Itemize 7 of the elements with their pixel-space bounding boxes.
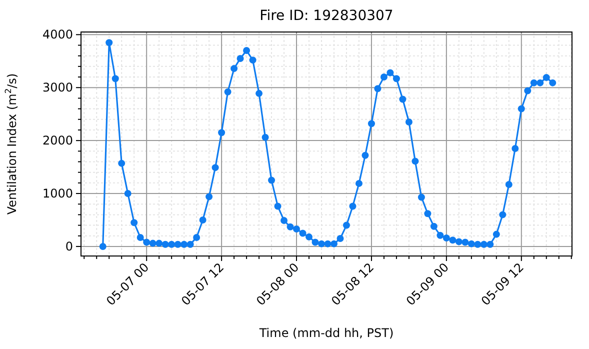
x-axis-title: Time (mm-dd hh, PST) (258, 326, 394, 340)
y-tick-label: 2000 (42, 134, 73, 148)
y-tick-label: 4000 (42, 28, 73, 42)
y-tick-label: 0 (65, 239, 73, 254)
y-tick-label: 3000 (42, 80, 73, 95)
y-tick-label: 1000 (42, 186, 73, 201)
chart-title: Fire ID: 192830307 (258, 8, 394, 24)
